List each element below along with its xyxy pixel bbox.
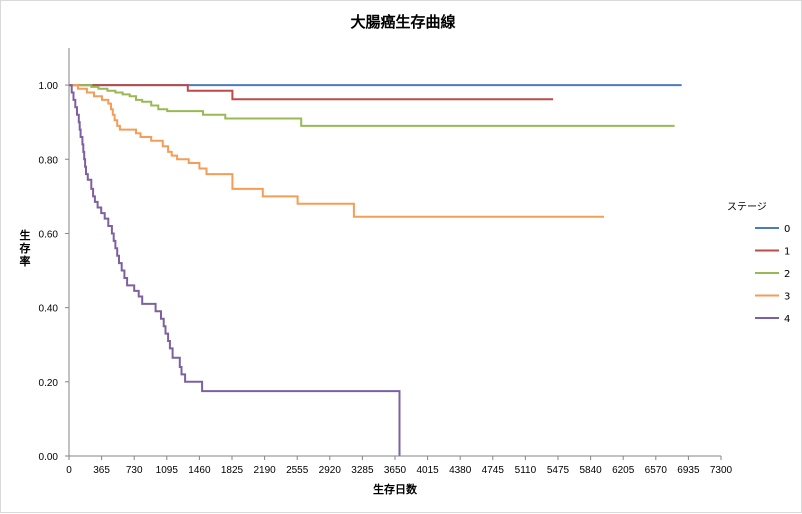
y-tick-label: 0.80	[39, 155, 59, 166]
series-line-stage-2	[69, 84, 675, 127]
x-tick-label: 3285	[351, 465, 374, 476]
legend-label-stage-1: 1	[784, 247, 790, 258]
legend-label-stage-3: 3	[784, 292, 790, 303]
x-ticks: 0 365 730 1095 1460 1825 2190 2555 2920 3285 3650 4…	[66, 456, 733, 476]
y-tick-label: 0.60	[39, 229, 59, 240]
y-tick-label: 0.20	[39, 378, 59, 389]
x-tick-label: 2190	[253, 465, 276, 476]
x-tick-label: 2920	[319, 465, 342, 476]
series-line-stage-3	[69, 84, 604, 218]
x-tick-label: 1460	[188, 465, 211, 476]
y-axis-title: 生存率	[20, 228, 31, 268]
x-axis-title: 生存日数	[373, 482, 418, 496]
legend-label-stage-0: 0	[784, 224, 790, 235]
chart-title: 大腸癌生存曲線	[350, 13, 455, 31]
x-tick-label: 7300	[710, 465, 733, 476]
legend-label-stage-4: 4	[784, 314, 790, 325]
legend-label-stage-2: 2	[784, 269, 790, 280]
x-tick-label: 4745	[482, 465, 505, 476]
y-tick-label: 0.00	[39, 452, 59, 463]
x-tick-label: 5475	[547, 465, 570, 476]
series-line-stage-1	[69, 84, 554, 101]
x-tick-label: 2555	[286, 465, 309, 476]
x-tick-label: 1825	[221, 465, 244, 476]
y-tick-label: 1.00	[39, 81, 59, 92]
x-tick-label: 730	[126, 465, 143, 476]
x-tick-label: 6570	[645, 465, 668, 476]
x-tick-label: 3650	[384, 465, 407, 476]
x-tick-label: 4015	[416, 465, 439, 476]
y-ticks: 0.00 0.20 0.40 0.60 0.80 1.00	[39, 81, 69, 463]
legend-title: ステージ	[727, 202, 767, 213]
y-tick-label: 0.40	[39, 304, 59, 315]
x-tick-label: 6205	[612, 465, 635, 476]
x-tick-label: 5110	[515, 465, 537, 476]
series-line-stage-4	[69, 84, 401, 456]
x-tick-label: 4380	[449, 465, 472, 476]
x-tick-label: 365	[93, 465, 110, 476]
x-tick-label: 1095	[156, 465, 179, 476]
x-tick-label: 5840	[579, 465, 602, 476]
plot-area	[69, 84, 682, 456]
x-tick-label: 6935	[677, 465, 700, 476]
legend: ステージ 0 1 2 3 4	[727, 202, 790, 325]
x-tick-label: 0	[66, 465, 72, 476]
